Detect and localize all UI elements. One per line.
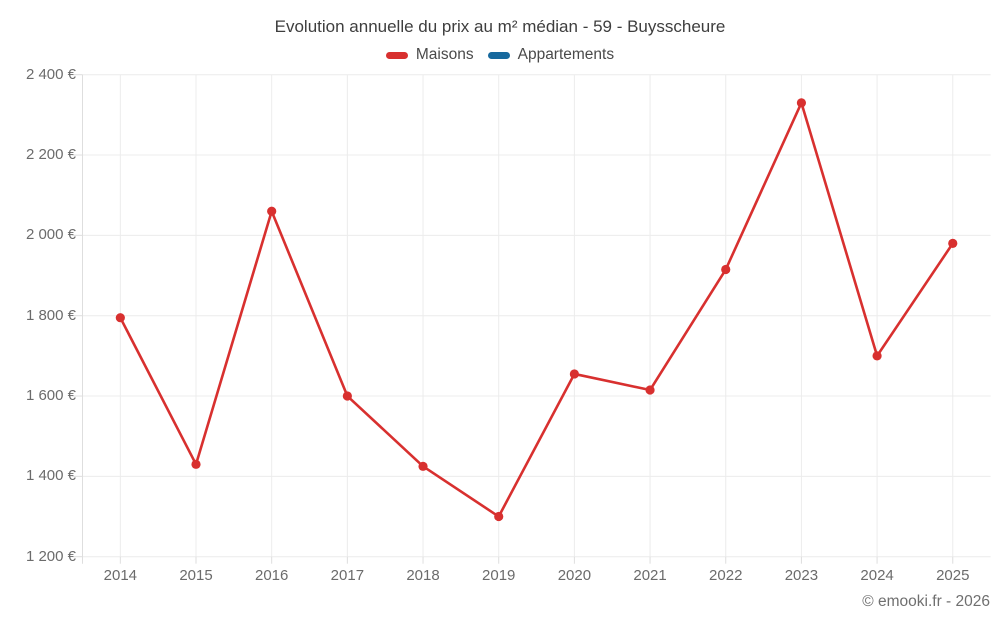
data-point-maisons-2020[interactable] xyxy=(569,369,579,379)
x-axis-label: 2019 xyxy=(482,567,516,584)
x-axis-label: 2024 xyxy=(860,567,894,584)
data-point-maisons-2022[interactable] xyxy=(721,264,731,275)
data-point-maisons-2014[interactable] xyxy=(115,313,125,323)
series-line-maisons xyxy=(119,101,954,518)
data-point-maisons-2023[interactable] xyxy=(796,98,807,108)
data-point-maisons-2015[interactable] xyxy=(191,459,201,469)
legend-item-maisons[interactable]: Maisons xyxy=(385,46,474,64)
x-axis-label: 2014 xyxy=(103,567,138,584)
y-axis-label: 2 400 € xyxy=(25,65,76,83)
data-point-maisons-2024[interactable] xyxy=(872,351,882,361)
x-axis-label: 2017 xyxy=(330,567,365,584)
data-point-maisons-2017[interactable] xyxy=(342,391,352,401)
x-axis-label: 2025 xyxy=(936,567,970,584)
legend: Maisons Appartements xyxy=(0,46,1000,64)
legend-swatch-appartements-icon xyxy=(487,51,510,59)
y-axis-label: 2 200 € xyxy=(25,146,76,164)
x-axis-label: 2015 xyxy=(179,567,213,584)
data-point-maisons-2019[interactable] xyxy=(494,511,504,522)
chart-title: Evolution annuelle du prix au m² médian … xyxy=(274,17,726,36)
x-axis-label: 2018 xyxy=(406,567,440,584)
legend-label-maisons: Maisons xyxy=(415,46,474,63)
x-axis-label: 2016 xyxy=(255,567,289,584)
legend-item-appartements[interactable]: Appartements xyxy=(487,46,615,64)
x-axis-label: 2023 xyxy=(784,567,819,584)
data-point-maisons-2016[interactable] xyxy=(267,206,277,216)
legend-swatch-maisons-icon xyxy=(385,51,408,59)
data-point-maisons-2018[interactable] xyxy=(418,461,428,471)
x-axis-label: 2020 xyxy=(557,567,592,584)
data-point-maisons-2025[interactable] xyxy=(948,238,958,248)
y-axis-label: 1 800 € xyxy=(25,306,76,324)
x-axis-label: 2022 xyxy=(709,567,743,584)
data-point-maisons-2021[interactable] xyxy=(645,385,655,395)
y-axis-label: 1 400 € xyxy=(25,467,76,485)
y-axis-label: 1 200 € xyxy=(25,547,76,565)
y-axis-label: 2 000 € xyxy=(25,226,76,244)
legend-label-appartements: Appartements xyxy=(517,46,615,63)
x-axis-label: 2021 xyxy=(633,567,667,584)
y-axis-label: 1 600 € xyxy=(25,387,76,405)
footer-credit: © emooki.fr - 2026 xyxy=(862,593,990,610)
